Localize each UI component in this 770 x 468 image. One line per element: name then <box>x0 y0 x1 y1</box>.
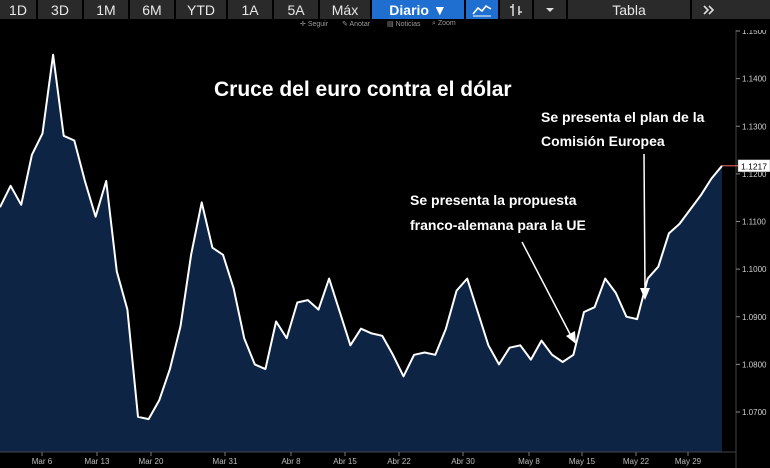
annotation-proposal-line-1: Se presenta la propuesta <box>410 192 577 208</box>
toolbar: 1D 3D 1M 6M YTD 1A 5A Máx Diario ▼ Tabla <box>0 0 770 19</box>
range-5a-button[interactable]: 5A <box>274 0 320 19</box>
period-dropdown[interactable]: Diario ▼ <box>372 0 466 19</box>
y-tick-label-3: 1.1000 <box>742 265 767 274</box>
last-value-badge <box>737 159 770 173</box>
y-tick-label-8: 1.1500 <box>742 30 767 36</box>
range-3d-button[interactable]: 3D <box>38 0 84 19</box>
annotation-plan-line-1: Se presenta el plan de la <box>541 109 705 125</box>
news-button[interactable]: ▤ Noticias <box>387 21 421 28</box>
bar-chart-icon[interactable] <box>500 0 534 19</box>
x-tick-label-8: May 8 <box>518 457 540 466</box>
annotation-proposal-arrow-line <box>521 241 571 335</box>
x-tick-label-5: Abr 15 <box>333 457 357 466</box>
x-tick-label-1: Mar 13 <box>85 457 110 466</box>
range-1d-button[interactable]: 1D <box>0 0 38 19</box>
y-tick-label-7: 1.1400 <box>742 75 767 84</box>
follow-button[interactable]: ✛ Seguir <box>300 21 329 28</box>
price-line <box>0 53 723 421</box>
x-tick-label-7: Abr 30 <box>451 457 475 466</box>
x-tick-label-3: Mar 31 <box>213 457 238 466</box>
y-tick-label-2: 1.0900 <box>742 313 767 322</box>
expand-icon[interactable] <box>692 0 726 19</box>
x-tick-label-9: May 15 <box>569 457 596 466</box>
y-tick-label-4: 1.1100 <box>742 218 766 227</box>
last-value-label: 1.1217 <box>741 161 767 171</box>
range-1m-button[interactable]: 1M <box>84 0 130 19</box>
area-chart-icon[interactable] <box>466 0 500 19</box>
x-tick-label-10: May 22 <box>623 457 650 466</box>
range-6m-button[interactable]: 6M <box>130 0 176 19</box>
range-ytd-button[interactable]: YTD <box>176 0 228 19</box>
dropdown-arrow-icon[interactable] <box>534 0 568 19</box>
chart-title: Cruce del euro contra el dólar <box>214 78 512 101</box>
table-button[interactable]: Tabla <box>568 0 692 19</box>
range-1a-button[interactable]: 1A <box>228 0 274 19</box>
y-tick-label-0: 1.0700 <box>742 408 767 417</box>
x-tick-label-11: May 29 <box>675 457 702 466</box>
x-tick-label-0: Mar 6 <box>32 457 53 466</box>
annotate-button[interactable]: ✎ Anotar <box>342 21 371 28</box>
price-chart[interactable]: 1.0700 1.0800 1.0900 1.1000 1.1100 1.1200 1.13… <box>0 30 770 468</box>
y-tick-label-6: 1.1300 <box>742 122 767 131</box>
zoom-button[interactable]: ⌕ Zoom <box>432 20 456 27</box>
x-tick-label-2: Mar 20 <box>139 457 164 466</box>
chart-subtoolbar: ✛ Seguir ✎ Anotar ▤ Noticias ⌕ Zoom <box>0 19 770 30</box>
x-tick-label-6: Abr 22 <box>387 457 411 466</box>
annotation-proposal-arrowhead <box>566 331 576 344</box>
annotation-plan-arrowhead <box>640 288 650 300</box>
y-tick-label-5: 1.1200 <box>742 170 767 179</box>
x-tick-label-4: Abr 8 <box>281 457 301 466</box>
range-max-button[interactable]: Máx <box>320 0 372 19</box>
annotation-plan-arrow-line <box>643 153 646 291</box>
y-tick-label-1: 1.0800 <box>742 360 767 369</box>
annotation-plan-line-2: Comisión Europea <box>541 133 665 149</box>
annotation-proposal-line-2: franco-alemana para la UE <box>410 217 586 233</box>
area-fill <box>0 54 722 453</box>
y-axis-panel <box>736 30 770 468</box>
